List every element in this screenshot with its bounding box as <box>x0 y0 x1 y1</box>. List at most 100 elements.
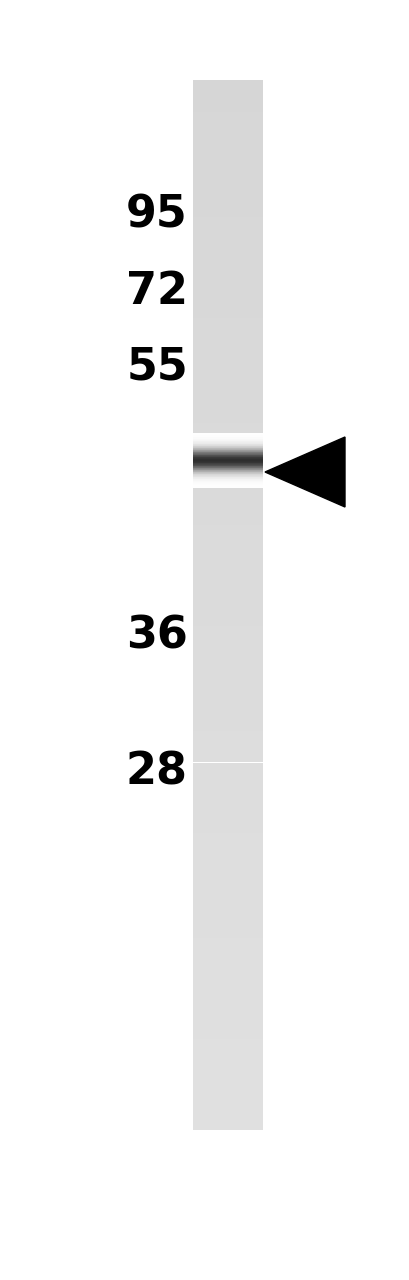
Bar <box>193 945 262 948</box>
Bar <box>193 360 262 364</box>
Bar <box>193 448 262 451</box>
Bar <box>193 317 262 321</box>
Bar <box>193 287 262 291</box>
Bar <box>193 164 262 168</box>
Bar <box>193 993 262 997</box>
Bar <box>193 727 262 731</box>
Bar <box>193 801 262 805</box>
Text: 28: 28 <box>126 750 188 794</box>
Bar <box>193 402 262 406</box>
Bar <box>193 868 262 870</box>
Bar <box>193 815 262 818</box>
Text: 36: 36 <box>126 614 188 658</box>
Bar <box>193 535 262 539</box>
Bar <box>193 1106 262 1108</box>
Bar <box>193 143 262 146</box>
Bar <box>193 315 262 317</box>
Bar <box>193 955 262 959</box>
Bar <box>193 202 262 206</box>
Bar <box>193 251 262 255</box>
Text: 72: 72 <box>126 270 188 314</box>
Bar <box>193 525 262 527</box>
Bar <box>193 332 262 335</box>
Bar <box>193 1088 262 1092</box>
Bar <box>193 675 262 678</box>
Bar <box>193 451 262 454</box>
Bar <box>193 850 262 854</box>
Bar <box>193 634 262 636</box>
Bar <box>193 644 262 646</box>
Bar <box>193 594 262 598</box>
Bar <box>193 297 262 301</box>
Bar <box>193 388 262 392</box>
Bar <box>193 370 262 374</box>
Bar <box>193 541 262 545</box>
Bar <box>193 549 262 553</box>
Bar <box>193 140 262 143</box>
Bar <box>193 346 262 349</box>
Bar <box>193 186 262 188</box>
Bar <box>193 1120 262 1123</box>
Bar <box>193 230 262 234</box>
Bar <box>193 511 262 515</box>
Bar <box>193 216 262 220</box>
Bar <box>193 777 262 780</box>
Bar <box>193 416 262 420</box>
Bar <box>193 339 262 343</box>
Bar <box>193 664 262 668</box>
Bar <box>193 741 262 745</box>
Bar <box>193 1092 262 1094</box>
Bar <box>193 479 262 483</box>
Bar <box>193 220 262 224</box>
Bar <box>193 329 262 332</box>
Bar <box>193 206 262 210</box>
Bar <box>193 136 262 140</box>
Bar <box>193 692 262 696</box>
Bar <box>193 989 262 993</box>
Bar <box>193 1001 262 1004</box>
Bar <box>193 517 262 521</box>
Bar <box>193 906 262 910</box>
Bar <box>193 1018 262 1021</box>
Bar <box>193 420 262 422</box>
Bar <box>193 951 262 955</box>
Bar <box>193 91 262 93</box>
Bar <box>193 808 262 812</box>
Bar <box>193 1126 262 1130</box>
Bar <box>193 398 262 402</box>
Bar <box>193 273 262 276</box>
Bar <box>193 896 262 899</box>
Bar <box>193 963 262 965</box>
Bar <box>193 626 262 630</box>
Bar <box>193 521 262 525</box>
Bar <box>193 507 262 511</box>
Bar <box>193 108 262 111</box>
Bar <box>193 1050 262 1053</box>
Bar <box>193 1123 262 1126</box>
Bar <box>193 731 262 735</box>
Bar <box>193 1036 262 1039</box>
Bar <box>193 531 262 535</box>
Bar <box>193 612 262 616</box>
Bar <box>193 374 262 378</box>
Bar <box>193 244 262 248</box>
Bar <box>193 724 262 727</box>
Bar <box>193 749 262 751</box>
Bar <box>193 682 262 686</box>
Bar <box>193 602 262 605</box>
Bar <box>193 616 262 620</box>
Bar <box>193 797 262 801</box>
Bar <box>193 563 262 567</box>
Bar <box>193 1094 262 1098</box>
Bar <box>193 227 262 230</box>
Bar <box>193 444 262 448</box>
Bar <box>193 620 262 622</box>
Bar <box>193 805 262 808</box>
Bar <box>193 489 262 493</box>
Bar <box>193 454 262 458</box>
Bar <box>193 276 262 279</box>
Bar <box>193 527 262 531</box>
Bar <box>193 301 262 303</box>
Bar <box>193 997 262 1001</box>
Bar <box>193 101 262 105</box>
